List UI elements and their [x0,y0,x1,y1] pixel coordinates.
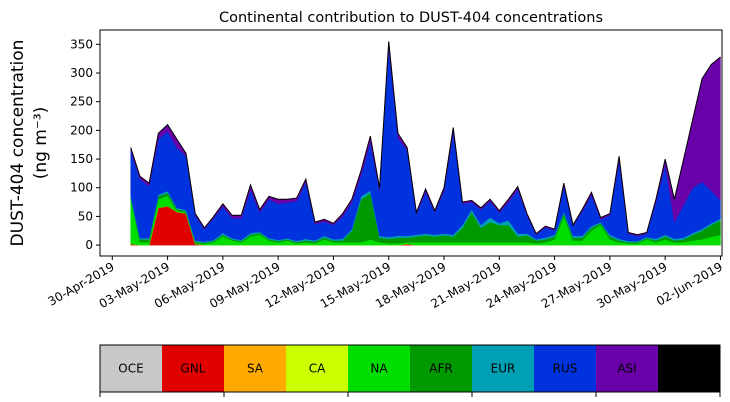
legend-swatch [534,345,596,392]
legend-label: GNL [181,362,206,376]
legend-swatch [162,345,224,392]
legend-swatch [596,345,658,392]
legend-swatch [472,345,534,392]
legend-swatch [100,345,162,392]
legend-label: ASI [617,362,636,376]
legend-label: OCE [118,362,143,376]
legend-label: NA [370,362,388,376]
y-axis-label: (ng m⁻³) [31,107,51,180]
y-tick-label: 250 [70,95,93,109]
legend-swatch [410,345,472,392]
legend-label: AFR [429,362,452,376]
legend-label: RUS [553,362,578,376]
y-tick-label: 350 [70,37,93,51]
y-tick-label: 300 [70,66,93,80]
y-tick-label: 150 [70,152,93,166]
legend-label: EUR [491,362,516,376]
chart-title: Continental contribution to DUST-404 con… [219,10,603,26]
area [130,47,721,242]
y-tick-label: 0 [85,238,93,252]
legend-frame [99,344,721,393]
legend-swatch [286,345,348,392]
legend-swatch [658,345,720,392]
y-tick-label: 50 [78,209,93,223]
area [130,41,721,236]
legend-label: AUS [677,362,702,376]
legend-swatch [348,345,410,392]
legend-label: SA [247,362,264,376]
y-axis-label: DUST-404 concentration [8,40,28,247]
legend-label: CA [309,362,326,376]
plot-frame [99,29,723,257]
y-tick-label: 200 [70,123,93,137]
legend-swatch [224,345,286,392]
y-tick-label: 100 [70,181,93,195]
